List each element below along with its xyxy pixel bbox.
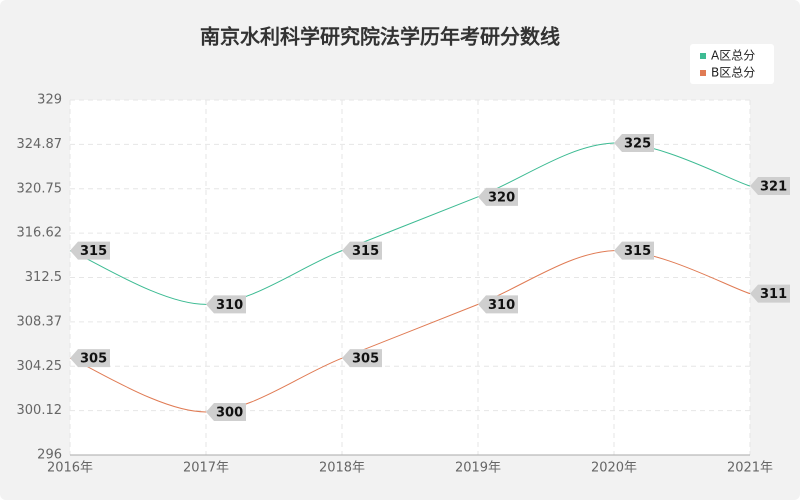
data-label: 315 — [624, 244, 651, 259]
legend-box — [690, 44, 774, 84]
x-tick-label: 2021年 — [727, 461, 773, 476]
y-tick-label: 300.12 — [17, 403, 63, 418]
y-tick-label: 324.87 — [17, 137, 63, 152]
legend-label: B区总分 — [711, 66, 755, 80]
data-label-box — [206, 402, 246, 421]
data-label: 320 — [488, 190, 515, 205]
data-label: 310 — [488, 298, 515, 313]
x-tick-label: 2016年 — [47, 461, 93, 476]
data-label-box — [750, 284, 790, 303]
data-label-box — [342, 349, 382, 368]
plot-area — [70, 100, 750, 455]
x-tick-label: 2020年 — [591, 461, 637, 476]
legend-swatch — [700, 70, 706, 76]
y-tick-label: 329 — [37, 93, 62, 108]
data-label: 300 — [216, 405, 243, 420]
data-label: 305 — [80, 352, 107, 367]
data-label-box — [206, 295, 246, 314]
data-label-box — [478, 187, 518, 206]
data-label-box — [750, 177, 790, 196]
data-label-box — [614, 241, 654, 260]
chart-title: 南京水利科学研究院法学历年考研分数线 — [200, 25, 560, 49]
y-tick-label: 296 — [37, 448, 62, 463]
y-tick-label: 304.25 — [17, 359, 63, 374]
y-tick-label: 312.5 — [25, 270, 62, 285]
legend-label: A区总分 — [711, 49, 755, 63]
data-label: 315 — [80, 244, 107, 259]
data-label-box — [70, 241, 110, 260]
data-label-box — [614, 134, 654, 153]
y-tick-label: 316.62 — [17, 226, 63, 241]
data-label: 315 — [352, 244, 379, 259]
data-label-box — [478, 295, 518, 314]
data-label: 305 — [352, 352, 379, 367]
x-tick-label: 2019年 — [455, 461, 501, 476]
x-tick-label: 2017年 — [183, 461, 229, 476]
data-label: 310 — [216, 298, 243, 313]
y-tick-label: 308.37 — [17, 314, 63, 329]
data-label-box — [70, 349, 110, 368]
x-tick-label: 2018年 — [319, 461, 365, 476]
data-label: 311 — [760, 287, 787, 302]
data-label: 325 — [624, 137, 651, 152]
y-tick-label: 320.75 — [17, 181, 63, 196]
legend-swatch — [700, 53, 706, 59]
data-label-box — [342, 241, 382, 260]
data-label: 321 — [760, 180, 787, 195]
